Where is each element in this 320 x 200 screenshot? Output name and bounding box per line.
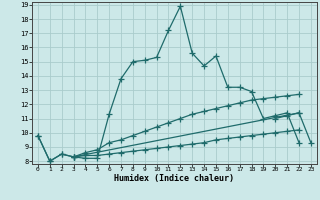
X-axis label: Humidex (Indice chaleur): Humidex (Indice chaleur) [115,174,234,183]
